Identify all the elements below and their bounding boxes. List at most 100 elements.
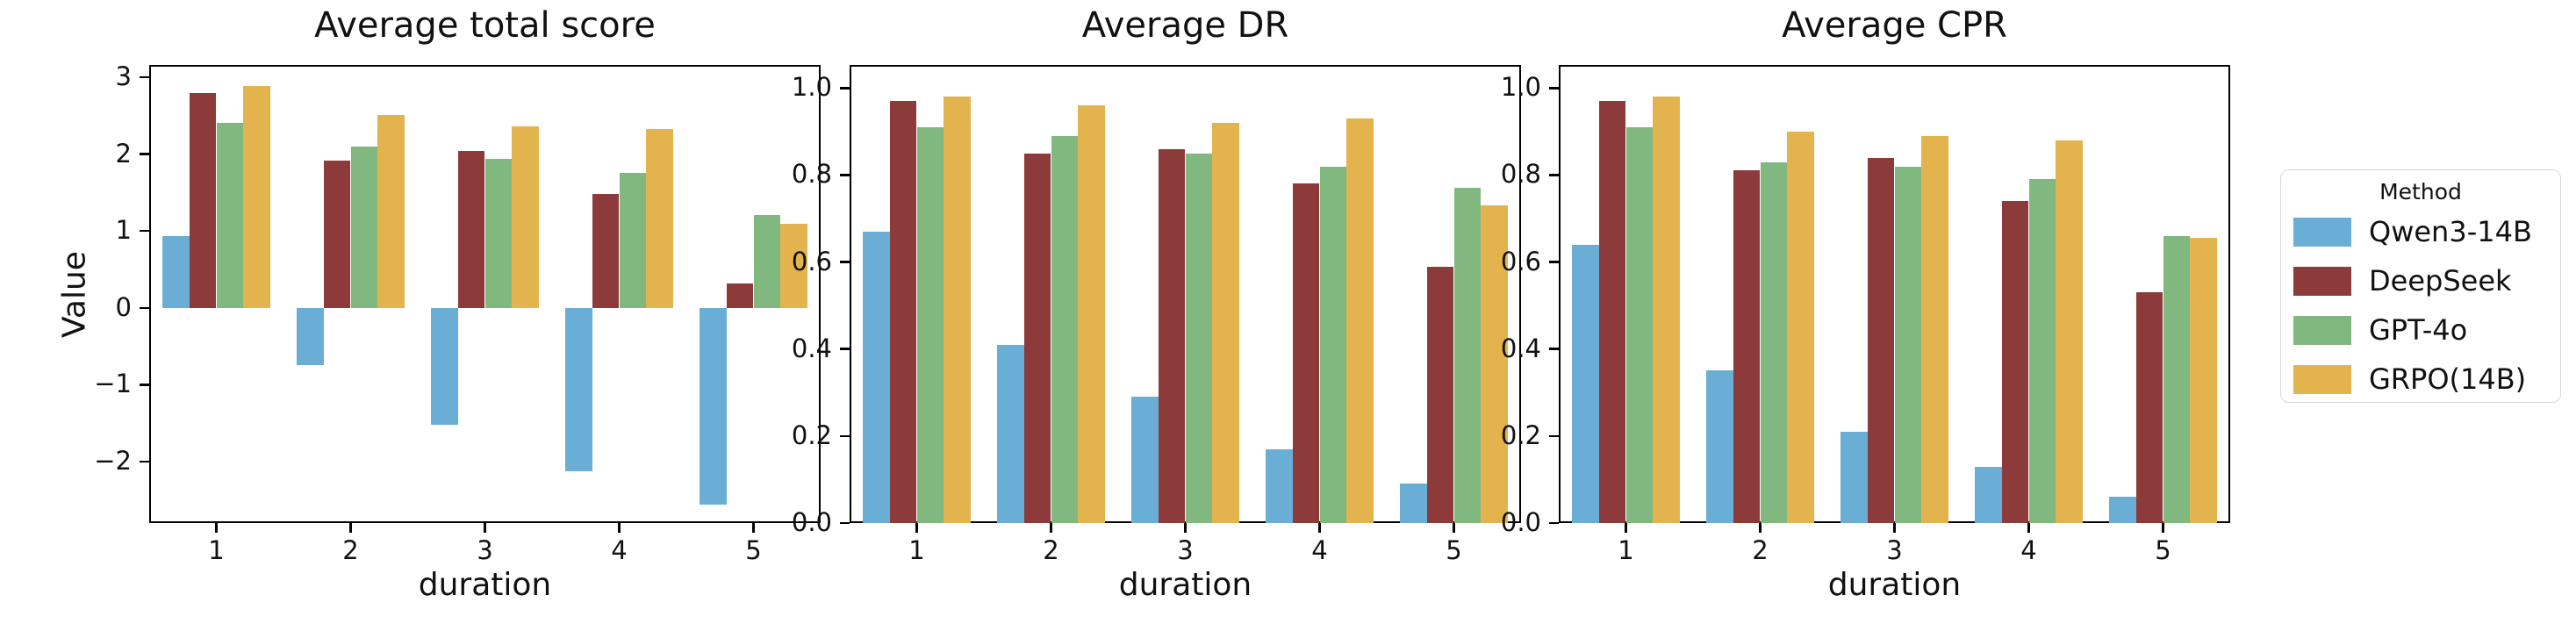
x-tick-label: 1 bbox=[1618, 535, 1634, 565]
bar-grpo-14b--duration-2 bbox=[1787, 131, 1814, 523]
bar-grpo-14b--duration-3 bbox=[1921, 135, 1948, 523]
x-tick-label: 5 bbox=[1446, 535, 1462, 565]
bar-qwen3-14b-duration-5 bbox=[2109, 497, 2136, 523]
bar-qwen3-14b-duration-3 bbox=[1131, 397, 1159, 523]
y-tick-label: 1 bbox=[115, 215, 132, 246]
x-tick-mark bbox=[618, 523, 621, 533]
y-tick-label: 1.0 bbox=[1500, 72, 1541, 103]
y-tick-mark bbox=[1549, 521, 1559, 525]
bar-grpo-14b--duration-5 bbox=[1481, 205, 1508, 523]
y-tick-label: 0.8 bbox=[1500, 159, 1541, 190]
legend-label-qwen3-14b: Qwen3-14B bbox=[2369, 215, 2532, 248]
bar-gpt-4o-duration-2 bbox=[1760, 161, 1788, 523]
y-tick-mark bbox=[1549, 87, 1559, 90]
y-tick-mark bbox=[1549, 174, 1559, 176]
legend-swatch-qwen3-14b bbox=[2293, 217, 2351, 247]
legend-item-gpt-4o: GPT-4o bbox=[2293, 305, 2548, 355]
bar-grpo-14b--duration-3 bbox=[512, 126, 539, 308]
legend: Method Qwen3-14B DeepSeek GPT-4o GRPO(14… bbox=[2280, 169, 2561, 403]
y-tick-label: 3 bbox=[115, 61, 132, 91]
x-tick-label: 1 bbox=[208, 535, 225, 565]
chart-title-average-cpr: Average CPR bbox=[1782, 5, 2007, 46]
legend-label-grpo-14b: GRPO(14B) bbox=[2369, 362, 2527, 396]
y-tick-mark bbox=[1549, 434, 1559, 438]
bar-grpo-14b--duration-2 bbox=[1078, 105, 1105, 523]
bar-qwen3-14b-duration-5 bbox=[1400, 484, 1427, 523]
bar-gpt-4o-duration-4 bbox=[1319, 166, 1347, 523]
legend-swatch-gpt-4o bbox=[2293, 315, 2351, 345]
y-tick-mark bbox=[140, 384, 149, 386]
bar-deepseek-duration-5 bbox=[1426, 266, 1454, 523]
bar-deepseek-duration-4 bbox=[2001, 201, 2029, 523]
x-tick-label: 2 bbox=[1752, 535, 1769, 565]
bar-gpt-4o-duration-3 bbox=[484, 158, 513, 308]
bar-qwen3-14b-duration-1 bbox=[162, 236, 190, 308]
y-tick-mark bbox=[840, 261, 850, 263]
bar-grpo-14b--duration-1 bbox=[1653, 97, 1680, 523]
x-tick-label: 5 bbox=[2155, 535, 2171, 565]
chart-title-average-dr: Average DR bbox=[1081, 5, 1289, 46]
x-axis-label-duration-3: duration bbox=[1827, 567, 1962, 603]
bar-deepseek-duration-5 bbox=[2135, 292, 2163, 523]
bar-gpt-4o-duration-5 bbox=[753, 214, 781, 308]
bar-gpt-4o-duration-3 bbox=[1185, 153, 1213, 523]
bar-qwen3-14b-duration-2 bbox=[997, 344, 1024, 523]
legend-swatch-deepseek bbox=[2293, 266, 2351, 296]
legend-item-grpo-14b: GRPO(14B) bbox=[2293, 355, 2548, 404]
bar-gpt-4o-duration-2 bbox=[350, 146, 378, 308]
x-tick-mark bbox=[1318, 523, 1321, 533]
y-tick-label: 0.4 bbox=[791, 333, 832, 363]
bar-qwen3-14b-duration-3 bbox=[1841, 431, 1868, 523]
x-tick-mark bbox=[215, 523, 218, 533]
bar-deepseek-duration-2 bbox=[323, 160, 351, 308]
bar-qwen3-14b-duration-1 bbox=[1572, 244, 1599, 523]
x-tick-label: 3 bbox=[1177, 535, 1194, 565]
bar-deepseek-duration-2 bbox=[1733, 170, 1761, 523]
x-axis-label-duration-1: duration bbox=[418, 567, 552, 603]
y-tick-mark bbox=[1549, 348, 1559, 350]
bar-grpo-14b--duration-4 bbox=[646, 128, 673, 308]
bar-deepseek-duration-1 bbox=[889, 101, 917, 523]
bar-deepseek-duration-3 bbox=[1867, 157, 1895, 523]
bar-gpt-4o-duration-3 bbox=[1894, 166, 1922, 523]
chart-title-average-total-score: Average total score bbox=[314, 5, 656, 46]
bar-gpt-4o-duration-4 bbox=[619, 172, 647, 308]
y-tick-mark bbox=[840, 521, 850, 525]
y-tick-label: 0.6 bbox=[1500, 246, 1541, 276]
y-tick-mark bbox=[140, 460, 149, 463]
y-tick-label: 1.0 bbox=[791, 72, 832, 103]
legend-title: Method bbox=[2379, 179, 2462, 204]
y-tick-label: 0.0 bbox=[1500, 507, 1541, 537]
x-tick-mark bbox=[915, 523, 918, 533]
y-tick-label: 0 bbox=[115, 291, 132, 322]
bar-gpt-4o-duration-2 bbox=[1051, 135, 1079, 523]
legend-label-deepseek: DeepSeek bbox=[2369, 264, 2512, 298]
bar-gpt-4o-duration-5 bbox=[1453, 188, 1482, 523]
x-tick-mark bbox=[1759, 523, 1762, 533]
x-tick-mark bbox=[1453, 523, 1455, 533]
bar-grpo-14b--duration-2 bbox=[377, 114, 405, 308]
y-tick-label: 2 bbox=[115, 138, 132, 169]
y-tick-mark bbox=[140, 229, 149, 233]
x-tick-label: 5 bbox=[745, 535, 762, 565]
x-tick-mark bbox=[2162, 523, 2164, 533]
x-tick-mark bbox=[1050, 523, 1052, 533]
bar-qwen3-14b-duration-3 bbox=[431, 307, 458, 425]
bar-grpo-14b--duration-5 bbox=[780, 224, 807, 308]
bar-gpt-4o-duration-4 bbox=[2028, 179, 2056, 523]
bar-gpt-4o-duration-1 bbox=[216, 122, 244, 308]
bar-deepseek-duration-4 bbox=[1292, 183, 1320, 523]
y-tick-mark bbox=[140, 153, 149, 155]
x-tick-mark bbox=[1625, 523, 1627, 533]
bar-gpt-4o-duration-1 bbox=[1625, 126, 1654, 523]
y-tick-mark bbox=[840, 348, 850, 350]
x-tick-mark bbox=[1893, 523, 1896, 533]
bar-deepseek-duration-4 bbox=[592, 194, 620, 308]
x-tick-mark bbox=[752, 523, 755, 533]
y-tick-label: −2 bbox=[94, 445, 132, 476]
bar-grpo-14b--duration-1 bbox=[243, 85, 270, 308]
bar-grpo-14b--duration-3 bbox=[1212, 122, 1239, 523]
y-tick-label: 0.8 bbox=[791, 159, 832, 190]
bar-deepseek-duration-1 bbox=[189, 92, 217, 308]
y-tick-mark bbox=[1549, 261, 1559, 263]
